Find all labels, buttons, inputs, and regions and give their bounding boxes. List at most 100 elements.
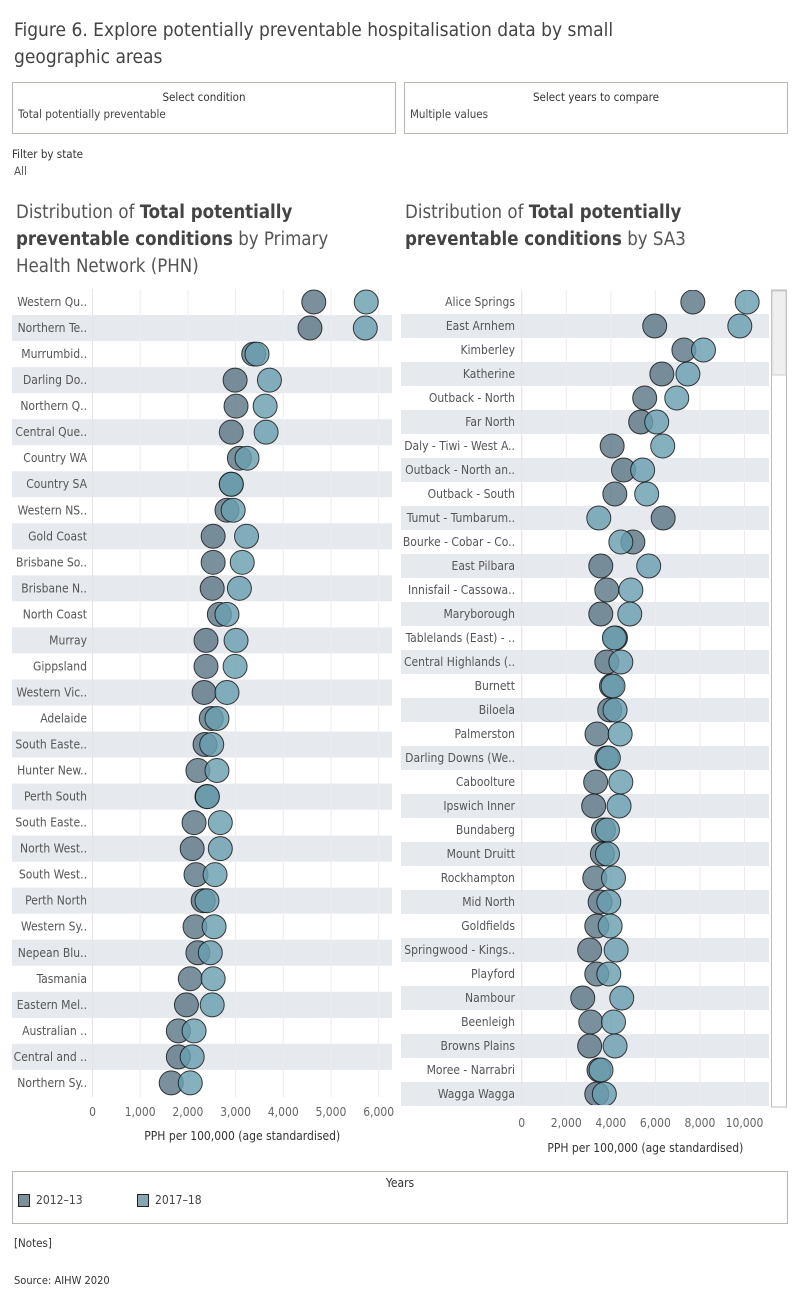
phn-dot-2012-13[interactable] — [191, 679, 217, 705]
sa3-dot-2017-18[interactable] — [690, 337, 716, 363]
sa3-dot-2017-18[interactable] — [608, 769, 634, 795]
phn-category-label[interactable]: Brisbane So.. — [16, 555, 87, 569]
phn-dot-2017-18[interactable] — [200, 966, 226, 992]
years-select[interactable]: Select years to compare Multiple values — [404, 82, 788, 134]
phn-category-label[interactable]: Northern Q.. — [20, 399, 87, 413]
phn-category-label[interactable]: Northern Te.. — [18, 321, 87, 335]
phn-dot-2017-18[interactable] — [252, 393, 278, 419]
sa3-dot-2012-13[interactable] — [599, 433, 625, 459]
sa3-category-label[interactable]: Ipswich Inner — [443, 799, 515, 813]
sa3-dot-2017-18[interactable] — [630, 457, 656, 483]
sa3-category-label[interactable]: Far North — [465, 415, 515, 429]
sa3-category-label[interactable]: Goldfields — [461, 919, 515, 933]
sa3-category-label[interactable]: Mount Druitt — [447, 847, 515, 861]
sa3-category-label[interactable]: Mid North — [462, 895, 515, 909]
phn-dot-2017-18[interactable] — [194, 784, 220, 810]
sa3-dot-2012-13[interactable] — [602, 481, 628, 507]
phn-dot-2012-13[interactable] — [222, 367, 248, 393]
sa3-dot-2017-18[interactable] — [596, 961, 622, 987]
phn-category-label[interactable]: Western NS.. — [18, 503, 87, 517]
sa3-dot-2017-18[interactable] — [591, 1081, 617, 1106]
sa3-dot-2012-13[interactable] — [632, 385, 658, 411]
phn-category-label[interactable]: Country WA — [23, 451, 87, 465]
sa3-category-label[interactable]: Burnett — [475, 679, 515, 693]
phn-category-label[interactable]: Adelaide — [40, 711, 87, 725]
phn-dot-2017-18[interactable] — [222, 653, 248, 679]
sa3-dot-2012-13[interactable] — [581, 793, 607, 819]
sa3-dot-2017-18[interactable] — [597, 913, 623, 939]
sa3-category-label[interactable]: Alice Springs — [445, 295, 515, 309]
sa3-dot-2017-18[interactable] — [601, 625, 627, 651]
state-filter-value[interactable]: All — [14, 164, 27, 178]
sa3-dot-2017-18[interactable] — [664, 385, 690, 411]
phn-dot-2017-18[interactable] — [244, 341, 270, 367]
sa3-category-label[interactable]: Rockhampton — [441, 871, 515, 885]
sa3-dot-2012-13[interactable] — [577, 937, 603, 963]
sa3-category-label[interactable]: Maryborough — [443, 607, 515, 621]
sa3-scrollbar-track[interactable] — [771, 289, 787, 1108]
sa3-dot-2012-13[interactable] — [583, 769, 609, 795]
phn-category-label[interactable]: Central Que.. — [15, 425, 87, 439]
phn-dot-2012-13[interactable] — [177, 966, 203, 992]
phn-dot-2017-18[interactable] — [181, 1018, 207, 1044]
phn-category-label[interactable]: North Coast — [23, 607, 87, 621]
phn-dot-2012-13[interactable] — [199, 575, 225, 601]
sa3-dot-2012-13[interactable] — [577, 1033, 603, 1059]
phn-dot-2017-18[interactable] — [214, 601, 240, 627]
phn-category-label[interactable]: Central and .. — [14, 1050, 87, 1064]
phn-category-label[interactable]: Perth South — [24, 790, 87, 804]
sa3-scrollbar-thumb[interactable] — [771, 290, 787, 376]
phn-dot-2017-18[interactable] — [207, 836, 233, 862]
sa3-category-label[interactable]: Palmerston — [455, 727, 516, 741]
phn-dot-2017-18[interactable] — [201, 914, 227, 940]
phn-dot-2012-13[interactable] — [297, 315, 323, 341]
phn-dot-2012-13[interactable] — [193, 627, 219, 653]
phn-category-label[interactable]: Murrumbid.. — [21, 347, 87, 361]
sa3-category-label[interactable]: Browns Plains — [440, 1039, 515, 1053]
phn-dot-2017-18[interactable] — [202, 862, 228, 888]
sa3-category-label[interactable]: Tablelands (East) - .. — [405, 631, 515, 645]
sa3-dot-2017-18[interactable] — [602, 697, 628, 723]
phn-category-label[interactable]: Western Sy.. — [21, 920, 87, 934]
phn-dot-2017-18[interactable] — [234, 445, 260, 471]
phn-dot-2017-18[interactable] — [256, 367, 282, 393]
sa3-category-label[interactable]: Wagga Wagga — [438, 1087, 515, 1101]
sa3-dot-2017-18[interactable] — [602, 1033, 628, 1059]
notes-link[interactable]: [Notes] — [14, 1236, 52, 1250]
sa3-dot-2012-13[interactable] — [650, 505, 676, 531]
sa3-dot-2012-13[interactable] — [570, 985, 596, 1011]
sa3-dot-2017-18[interactable] — [600, 865, 626, 891]
sa3-dot-2012-13[interactable] — [680, 290, 706, 315]
sa3-category-label[interactable]: East Pilbara — [452, 559, 516, 573]
sa3-category-label[interactable]: Daly - Tiwi - West A.. — [404, 439, 515, 453]
sa3-category-label[interactable]: Biloela — [479, 703, 515, 717]
phn-category-label[interactable]: Darling Do.. — [23, 373, 87, 387]
sa3-dot-2017-18[interactable] — [650, 433, 676, 459]
sa3-category-label[interactable]: Innisfail - Cassowa.. — [408, 583, 515, 597]
sa3-dot-2012-13[interactable] — [642, 313, 668, 339]
phn-dot-2017-18[interactable] — [223, 627, 249, 653]
phn-category-label[interactable]: Perth North — [25, 894, 87, 908]
sa3-dot-2017-18[interactable] — [608, 649, 634, 675]
phn-category-label[interactable]: Tasmania — [36, 972, 87, 986]
sa3-category-label[interactable]: Central Highlands (.. — [404, 655, 515, 669]
phn-dot-2012-13[interactable] — [301, 289, 327, 315]
sa3-category-label[interactable]: Outback - North an.. — [405, 463, 515, 477]
phn-dot-2012-13[interactable] — [181, 810, 207, 836]
sa3-dot-2012-13[interactable] — [649, 361, 675, 387]
sa3-category-label[interactable]: Katherine — [463, 367, 515, 381]
sa3-dot-2017-18[interactable] — [603, 937, 629, 963]
sa3-category-label[interactable]: Nambour — [465, 991, 516, 1005]
phn-dot-2017-18[interactable] — [197, 940, 223, 966]
sa3-category-label[interactable]: Darling Downs (We.. — [405, 751, 515, 765]
phn-dot-2017-18[interactable] — [220, 497, 246, 523]
phn-dot-2012-13[interactable] — [173, 992, 199, 1018]
sa3-category-label[interactable]: Outback - South — [428, 487, 515, 501]
phn-category-label[interactable]: Western Qu.. — [17, 295, 87, 309]
sa3-dot-2017-18[interactable] — [636, 553, 662, 579]
sa3-category-label[interactable]: Springwood - Kings.. — [404, 943, 515, 957]
condition-select[interactable]: Select condition Total potentially preve… — [12, 82, 396, 134]
phn-dot-2017-18[interactable] — [204, 758, 230, 784]
phn-dot-2012-13[interactable] — [223, 393, 249, 419]
sa3-dot-2017-18[interactable] — [586, 505, 612, 531]
